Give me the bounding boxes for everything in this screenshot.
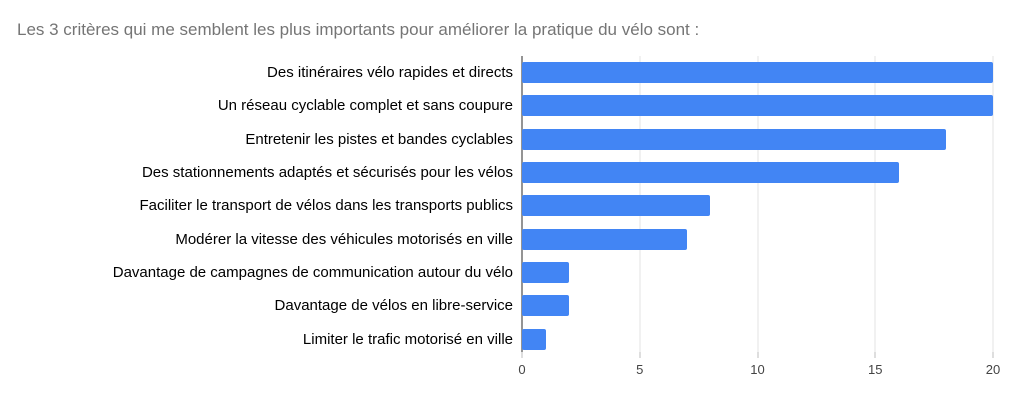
x-axis-tick [874,352,876,358]
chart-title: Les 3 critères qui me semblent les plus … [17,20,700,39]
category-label: Limiter le trafic motorisé en ville [302,330,513,348]
category-label: Faciliter le transport de vélos dans les… [139,197,513,215]
x-axis-tick-label: 0 [518,362,526,377]
category-label: Modérer la vitesse des véhicules motoris… [175,230,513,248]
bar [522,228,687,250]
bar-track [522,89,993,122]
category-label: Davantage de vélos en libre-service [274,297,513,315]
category-label: Davantage de campagnes de communication … [112,264,513,282]
bar [522,328,546,350]
bar-row: Davantage de vélos en libre-service [0,289,993,322]
category-label: Un réseau cyclable complet et sans coupu… [217,97,513,115]
bar-track [522,189,993,222]
bar-row: Modérer la vitesse des véhicules motoris… [0,223,993,256]
category-label: Des itinéraires vélo rapides et directs [267,64,513,82]
bar-row: Faciliter le transport de vélos dans les… [0,189,993,222]
gridline [874,56,876,352]
x-axis-tick-label: 20 [985,362,1001,377]
bar [522,295,570,317]
bar-row: Des stationnements adaptés et sécurisés … [0,156,993,189]
bar-track [522,256,993,289]
gridline [757,56,758,352]
bar [522,128,946,150]
bar-track [522,156,993,189]
bar-track [522,223,993,256]
bar-track [522,56,993,89]
x-axis-tick [757,352,758,358]
bar-track [522,323,993,356]
bar-row: Davantage de campagnes de communication … [0,256,993,289]
x-axis-tick [992,352,994,358]
bar [522,62,993,84]
x-axis-tick-label: 15 [868,362,883,377]
bar [522,195,711,217]
x-axis-tick [521,352,523,358]
category-label: Entretenir les pistes et bandes cyclable… [245,130,513,148]
bar-row: Un réseau cyclable complet et sans coupu… [0,89,993,122]
x-axis-tick-label: 10 [750,362,765,377]
bar-track [522,289,993,322]
category-label: Des stationnements adaptés et sécurisés … [141,164,513,182]
gridline [992,56,994,352]
bar [522,95,993,117]
bar [522,262,570,284]
bar-row: Des itinéraires vélo rapides et directs [0,56,993,89]
bar-row: Entretenir les pistes et bandes cyclable… [0,123,993,156]
bar [522,162,899,184]
x-axis-tick [639,352,641,358]
x-axis-tick-label: 5 [636,362,644,377]
bar-row: Limiter le trafic motorisé en ville [0,323,993,356]
bar-rows: Des itinéraires vélo rapides et directs U… [0,56,993,356]
bar-track [522,123,993,156]
